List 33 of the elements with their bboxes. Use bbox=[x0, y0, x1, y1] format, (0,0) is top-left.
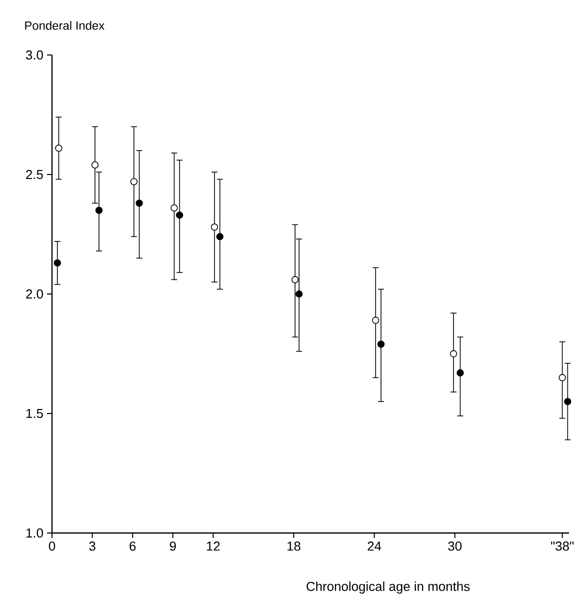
x-tick-label: 12 bbox=[206, 542, 220, 551]
point bbox=[450, 350, 458, 358]
x-tick-label: 9 bbox=[170, 542, 176, 551]
point bbox=[456, 369, 464, 376]
point bbox=[170, 204, 178, 212]
point bbox=[54, 259, 61, 267]
x-tick-label: "38" bbox=[551, 542, 574, 551]
y-tick-label: 1.5 bbox=[26, 408, 43, 418]
point bbox=[295, 290, 303, 298]
point bbox=[216, 233, 224, 240]
point bbox=[377, 340, 385, 348]
point bbox=[95, 206, 103, 214]
y-tick-label: 3.0 bbox=[26, 50, 43, 60]
y-tick-label: 2.5 bbox=[26, 170, 43, 180]
y-tick-label: 2.0 bbox=[26, 289, 43, 299]
point bbox=[558, 374, 566, 382]
point bbox=[176, 212, 184, 219]
y-tick-label: 1.0 bbox=[26, 528, 43, 538]
point bbox=[291, 276, 299, 284]
point bbox=[130, 178, 138, 186]
point bbox=[136, 200, 143, 207]
x-tick-label: 0 bbox=[48, 542, 56, 551]
y-axis-title: Ponderal Index bbox=[25, 21, 104, 30]
x-tick-label: 3 bbox=[89, 542, 96, 551]
x-tick-label: 30 bbox=[448, 542, 462, 551]
point bbox=[91, 161, 99, 169]
x-tick-label: 24 bbox=[368, 542, 382, 551]
point bbox=[55, 144, 62, 152]
x-tick-label: 18 bbox=[288, 542, 300, 551]
x-tick-label: 6 bbox=[130, 542, 136, 551]
x-axis-title: Chronological age in months bbox=[306, 582, 470, 594]
point bbox=[372, 316, 380, 324]
point bbox=[210, 223, 218, 231]
